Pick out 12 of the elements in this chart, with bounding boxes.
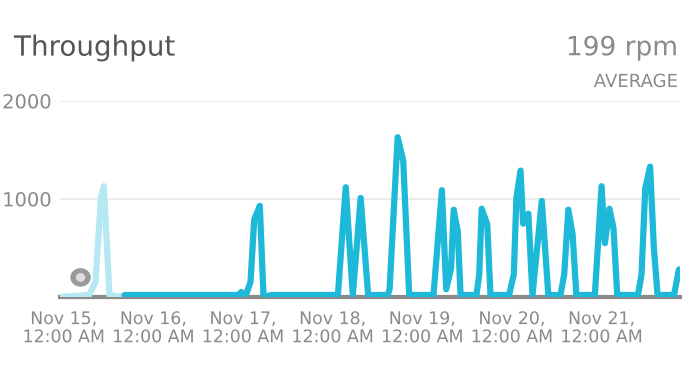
x-tick-label: Nov 20, 12:00 AM: [472, 311, 552, 342]
chart-title: Throughput: [14, 34, 175, 62]
x-tick-label: Nov 15, 12:00 AM: [24, 311, 104, 342]
y-tick-label: 2000: [4, 94, 50, 109]
y-tick-label: 1000: [4, 192, 50, 207]
x-tick-label: Nov 18, 12:00 AM: [293, 311, 372, 342]
x-tick-label: Nov 21, 12:00 AM: [562, 311, 642, 342]
x-tick-label: Nov 16, 12:00 AM: [114, 311, 193, 342]
text: 199 rpm: [568, 36, 676, 61]
x-tick-label: Nov 17, 12:00 AM: [204, 311, 283, 342]
x-tick-label: Nov 19, 12:00 AM: [382, 311, 462, 342]
text: AVERAGE: [594, 74, 677, 88]
